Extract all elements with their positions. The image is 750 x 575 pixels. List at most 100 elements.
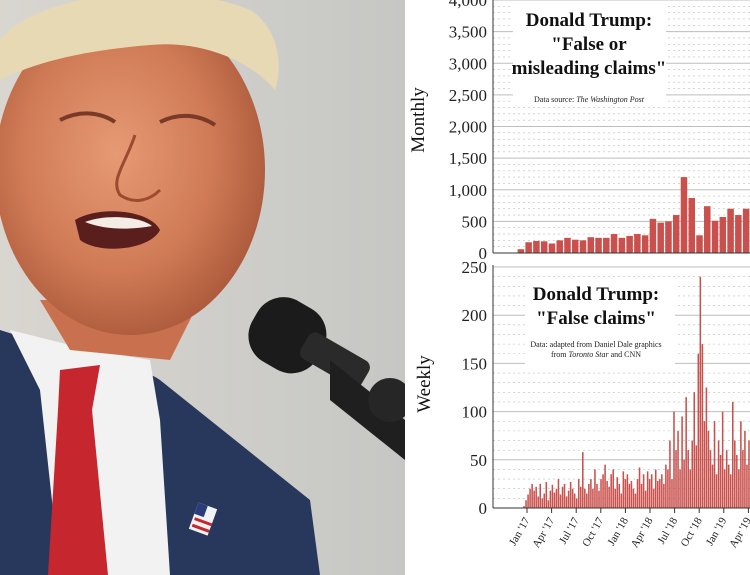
weekly-bar bbox=[650, 474, 653, 508]
weekly-bar bbox=[705, 387, 708, 508]
monthly-y-tick-label: 4,000 bbox=[449, 0, 487, 10]
weekly-bar bbox=[744, 430, 746, 508]
weekly-bar bbox=[604, 464, 606, 508]
weekly-bar bbox=[673, 411, 675, 508]
weekly-bar bbox=[594, 469, 596, 508]
weekly-bar bbox=[628, 483, 631, 508]
weekly-bar bbox=[648, 479, 651, 508]
weekly-bar bbox=[691, 440, 694, 508]
weekly-y-axis-title: Weekly bbox=[414, 355, 435, 413]
weekly-bar bbox=[736, 454, 738, 508]
weekly-bar bbox=[567, 490, 570, 508]
monthly-title-box bbox=[513, 2, 666, 102]
weekly-y-tick-label: 250 bbox=[462, 258, 488, 277]
weekly-bar bbox=[663, 483, 665, 508]
weekly-bar bbox=[523, 506, 525, 508]
weekly-bar bbox=[592, 488, 594, 508]
weekly-bar bbox=[665, 464, 667, 508]
weekly-y-tick-label: 0 bbox=[479, 499, 488, 518]
monthly-y-tick-label: 1,000 bbox=[449, 181, 487, 200]
weekly-y-tick-label: 150 bbox=[462, 354, 488, 373]
weekly-x-tick-label: Oct '18 bbox=[679, 515, 705, 549]
weekly-bar bbox=[642, 474, 645, 508]
weekly-bar bbox=[582, 452, 584, 508]
weekly-bar bbox=[671, 479, 673, 508]
weekly-bar bbox=[634, 493, 637, 508]
weekly-bar bbox=[732, 401, 734, 508]
monthly-bar bbox=[571, 239, 579, 253]
weekly-bar bbox=[701, 344, 704, 508]
monthly-title-line-2: "False or bbox=[551, 34, 627, 55]
weekly-bar bbox=[640, 483, 643, 508]
weekly-y-tick-label: 50 bbox=[470, 451, 487, 470]
weekly-data-source-star: Toronto Star bbox=[569, 350, 610, 359]
weekly-bar bbox=[729, 474, 732, 508]
weekly-bar bbox=[525, 500, 527, 508]
weekly-bar bbox=[715, 474, 718, 508]
weekly-title-box bbox=[525, 280, 675, 368]
monthly-bar bbox=[587, 237, 595, 253]
monthly-data-source-prefix: Data source: bbox=[534, 95, 576, 104]
weekly-bar bbox=[618, 483, 621, 508]
monthly-bar bbox=[657, 222, 664, 253]
weekly-bar bbox=[697, 353, 700, 508]
weekly-x-tick-label: Oct '17 bbox=[580, 515, 606, 549]
weekly-bar bbox=[598, 490, 600, 508]
monthly-y-ticks: 0 500 1,000 1,500 2,000 2,500 3,000 3,500 4,000 bbox=[449, 0, 487, 263]
weekly-bar bbox=[608, 486, 610, 508]
weekly-bar bbox=[586, 493, 588, 508]
weekly-y-tick-label: 100 bbox=[462, 403, 488, 422]
weekly-bar bbox=[727, 464, 730, 508]
monthly-bar bbox=[665, 221, 672, 253]
monthly-bar bbox=[641, 235, 649, 253]
weekly-bar bbox=[636, 479, 639, 508]
monthly-bar bbox=[556, 240, 563, 253]
monthly-title-line-3: misleading claims" bbox=[512, 58, 667, 79]
weekly-bar bbox=[626, 474, 629, 508]
weekly-bar bbox=[661, 474, 663, 508]
monthly-bars bbox=[517, 177, 750, 253]
weekly-bar bbox=[685, 397, 687, 508]
monthly-bar bbox=[517, 249, 525, 253]
weekly-bar bbox=[675, 450, 677, 508]
weekly-bar bbox=[551, 484, 554, 508]
weekly-bar bbox=[539, 483, 541, 508]
weekly-x-tick-label: Apr '17 bbox=[530, 515, 557, 550]
weekly-bar bbox=[573, 493, 576, 508]
monthly-chart: 05001,0001,5002,0002,5003,0003,5004,000 … bbox=[408, 0, 750, 263]
weekly-bar bbox=[738, 469, 740, 508]
weekly-bar bbox=[614, 488, 616, 508]
weekly-bar bbox=[667, 469, 669, 508]
monthly-bar bbox=[742, 208, 750, 253]
weekly-data-source-line-2: from Toronto Star and CNN bbox=[551, 350, 641, 359]
weekly-x-tick-label: Jul '18 bbox=[656, 515, 681, 546]
weekly-bar bbox=[717, 440, 720, 508]
weekly-bar bbox=[553, 492, 556, 508]
weekly-bar bbox=[734, 440, 736, 508]
weekly-data-source-line-1: Data: adapted from Daniel Dale graphics bbox=[530, 340, 661, 349]
monthly-bar bbox=[634, 234, 641, 253]
weekly-bar bbox=[541, 498, 544, 508]
weekly-bar bbox=[590, 479, 592, 508]
weekly-bar bbox=[677, 430, 679, 508]
weekly-bar bbox=[559, 494, 562, 508]
weekly-x-tick-label: Jan '19 bbox=[704, 515, 730, 548]
monthly-bar bbox=[696, 235, 703, 253]
monthly-bar bbox=[618, 237, 626, 253]
weekly-x-tick-label: Jan '17 bbox=[507, 515, 533, 548]
weekly-bar bbox=[612, 469, 614, 508]
weekly-bar bbox=[588, 483, 590, 508]
weekly-bar bbox=[549, 490, 552, 508]
monthly-bar bbox=[719, 216, 727, 253]
weekly-x-tick-label: Apr '18 bbox=[629, 515, 656, 550]
weekly-data-source-cnn: and CNN bbox=[609, 350, 642, 359]
speaker-photo bbox=[0, 0, 405, 575]
monthly-bar bbox=[533, 240, 540, 253]
weekly-bar bbox=[707, 430, 710, 508]
weekly-bar bbox=[584, 488, 586, 508]
weekly-bar bbox=[563, 483, 566, 508]
weekly-title-line-2: "False claims" bbox=[536, 308, 656, 329]
weekly-bar bbox=[537, 496, 539, 508]
weekly-bar bbox=[533, 490, 535, 508]
weekly-bar bbox=[579, 486, 582, 508]
